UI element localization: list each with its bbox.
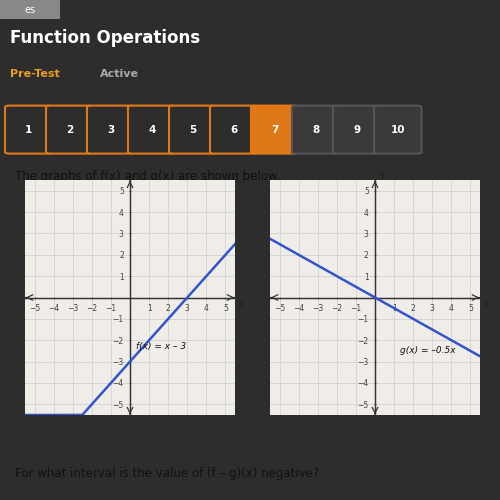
Text: Pre-Test: Pre-Test <box>10 69 60 79</box>
Text: es: es <box>24 5 36 15</box>
Text: 7: 7 <box>271 124 278 134</box>
Text: Active: Active <box>100 69 139 79</box>
Text: 8: 8 <box>312 124 320 134</box>
FancyBboxPatch shape <box>0 0 60 19</box>
FancyBboxPatch shape <box>5 106 52 154</box>
Text: 1: 1 <box>25 124 32 134</box>
Text: For what interval is the value of (f – g)(x) negative?: For what interval is the value of (f – g… <box>15 466 320 479</box>
FancyBboxPatch shape <box>374 106 422 154</box>
FancyBboxPatch shape <box>46 106 94 154</box>
Text: x: x <box>483 299 488 309</box>
Text: x: x <box>238 299 244 309</box>
Text: f(x) = x – 3: f(x) = x – 3 <box>136 342 186 351</box>
FancyBboxPatch shape <box>87 106 134 154</box>
Text: g(x) = –0.5x: g(x) = –0.5x <box>400 346 456 355</box>
FancyBboxPatch shape <box>210 106 258 154</box>
FancyBboxPatch shape <box>333 106 380 154</box>
Text: 6: 6 <box>230 124 237 134</box>
Text: 5: 5 <box>189 124 196 134</box>
Text: 10: 10 <box>390 124 405 134</box>
FancyBboxPatch shape <box>292 106 340 154</box>
Text: 9: 9 <box>353 124 360 134</box>
FancyBboxPatch shape <box>169 106 216 154</box>
FancyBboxPatch shape <box>251 106 298 154</box>
FancyBboxPatch shape <box>128 106 176 154</box>
Text: Function Operations: Function Operations <box>10 29 200 47</box>
Text: 4: 4 <box>148 124 156 134</box>
Text: The graphs of f(x) and g(x) are shown below.: The graphs of f(x) and g(x) are shown be… <box>15 170 280 183</box>
Text: y: y <box>135 169 140 179</box>
Text: 3: 3 <box>107 124 114 134</box>
Text: 2: 2 <box>66 124 74 134</box>
Text: y: y <box>380 169 386 179</box>
